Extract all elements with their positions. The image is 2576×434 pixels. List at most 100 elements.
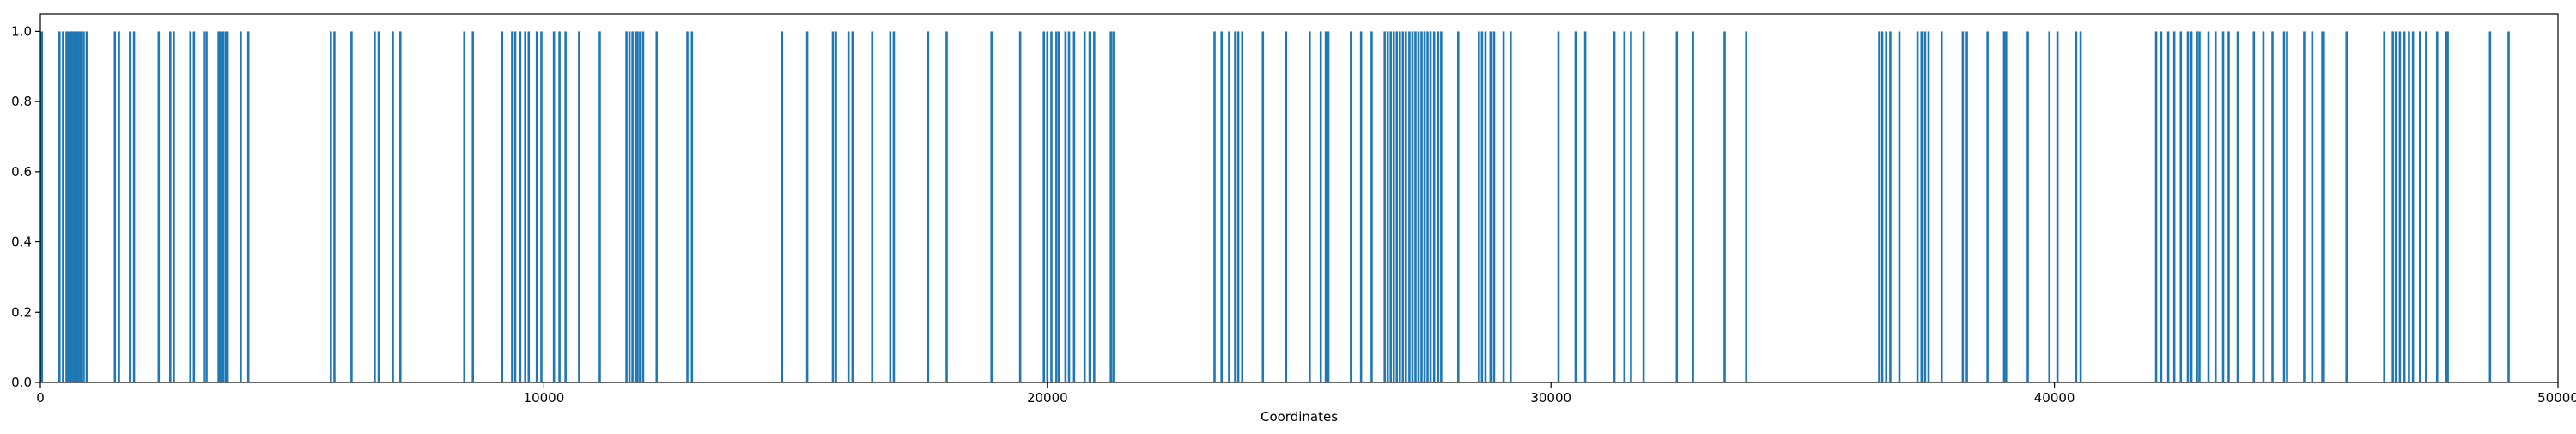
bar <box>1675 31 1679 383</box>
bar <box>781 31 784 383</box>
bar <box>2303 31 2306 383</box>
bar <box>2221 31 2225 383</box>
bar <box>1484 31 1487 383</box>
bar <box>2411 31 2415 383</box>
bar <box>1898 31 1901 383</box>
bar <box>1093 31 1096 383</box>
bar <box>1213 31 1216 383</box>
x-tick-label: 0 <box>36 390 45 406</box>
axes-layer: 0 10000 20000 30000 40000 50000 0.0 0.2 0.4 0.6 0.… <box>11 13 2576 406</box>
bar <box>113 31 117 383</box>
bar <box>1370 31 1373 383</box>
bar <box>1583 31 1587 383</box>
bar <box>1319 31 1322 383</box>
bar <box>1889 31 1892 383</box>
y-tick-label: 0.8 <box>11 94 32 109</box>
bar <box>1916 31 1919 383</box>
bar <box>1885 31 1888 383</box>
bar <box>1042 31 1045 383</box>
bar <box>2311 31 2314 383</box>
x-tick-label: 30000 <box>1530 390 1571 406</box>
bar <box>1417 31 1420 383</box>
bar <box>205 31 208 383</box>
bar <box>1046 31 1049 383</box>
bar <box>1509 31 1512 383</box>
bar <box>1408 31 1411 383</box>
bar <box>513 31 517 383</box>
bar <box>82 31 85 383</box>
bar <box>2403 31 2406 383</box>
bar <box>1350 31 1352 383</box>
bar <box>219 31 222 383</box>
y-tick-label: 0.6 <box>11 164 32 180</box>
bar <box>2214 31 2217 383</box>
bar <box>625 31 628 383</box>
bar <box>2207 31 2210 383</box>
bar <box>2262 31 2265 383</box>
bar <box>222 31 225 383</box>
bar <box>1437 31 1440 383</box>
y-tick-label: 0.4 <box>11 235 32 250</box>
bar <box>1018 31 1022 383</box>
bar <box>805 31 809 383</box>
bar <box>2160 31 2163 383</box>
bar <box>1057 31 1060 383</box>
bar <box>2196 31 2198 383</box>
bar <box>2026 31 2029 383</box>
bar <box>578 31 580 383</box>
bar <box>1055 31 1058 383</box>
bar <box>1574 31 1577 383</box>
bar <box>398 31 402 383</box>
bar <box>1327 31 1330 383</box>
bar <box>1986 31 1989 383</box>
bar <box>641 31 645 383</box>
bar <box>2419 31 2421 383</box>
bar <box>1692 31 1694 383</box>
bar <box>1236 31 1240 383</box>
bar <box>639 31 641 383</box>
bar <box>1920 31 1923 383</box>
bar <box>240 31 242 383</box>
bar <box>1489 31 1492 383</box>
bar <box>1234 31 1236 383</box>
bar <box>655 31 659 383</box>
bar <box>686 31 689 383</box>
bar <box>1440 31 1443 383</box>
bar <box>40 31 44 383</box>
bar <box>2190 31 2193 383</box>
bar <box>1557 31 1560 383</box>
bar <box>501 31 504 383</box>
bar <box>132 31 136 383</box>
bar <box>564 31 567 383</box>
bar <box>1423 31 1426 383</box>
bar <box>85 31 88 383</box>
bar <box>1411 31 1414 383</box>
bar <box>1228 31 1230 383</box>
bar <box>79 31 82 383</box>
bar <box>62 31 64 383</box>
y-tick-label: 0.0 <box>11 375 32 390</box>
bar <box>892 31 896 383</box>
bar <box>1927 31 1930 383</box>
y-tick-label: 0.2 <box>11 304 32 320</box>
bar <box>927 31 930 383</box>
bar <box>73 31 76 383</box>
bar <box>511 31 513 383</box>
bar <box>2398 31 2402 383</box>
bar <box>1723 31 1726 383</box>
bar <box>598 31 601 383</box>
bar <box>2408 31 2410 383</box>
bar <box>129 31 131 383</box>
bar <box>2446 31 2449 383</box>
bar <box>851 31 854 383</box>
bar <box>2166 31 2170 383</box>
bar <box>2271 31 2274 383</box>
bar <box>1426 31 1429 383</box>
bar <box>203 31 205 383</box>
bar <box>350 31 353 383</box>
bar <box>2286 31 2288 383</box>
bar <box>636 31 639 383</box>
bar <box>374 31 376 383</box>
bar <box>1220 31 1223 383</box>
bar <box>224 31 228 383</box>
